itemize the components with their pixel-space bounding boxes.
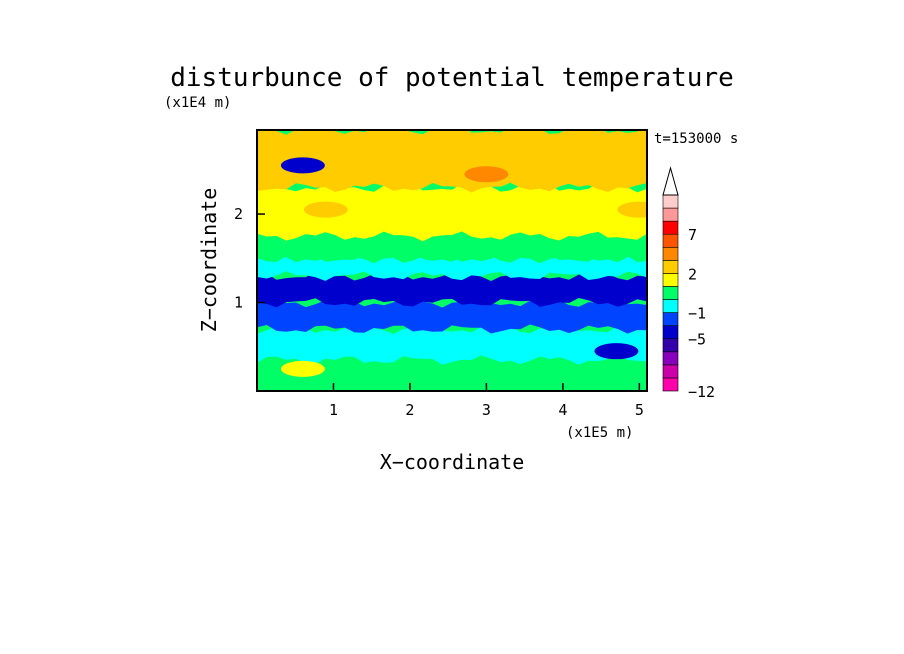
contour-feature [464, 166, 509, 183]
colorbar-label: −5 [688, 331, 706, 349]
contour-feature [594, 343, 639, 360]
x-tick-label: 2 [405, 401, 414, 419]
colorbar: −12−5−127 [662, 166, 715, 401]
y-unit-label: (x1E4 m) [164, 95, 231, 111]
colorbar-swatch [662, 260, 679, 274]
contour-band [257, 271, 647, 308]
time-label: t=153000 s [654, 131, 738, 147]
colorbar-swatch [662, 286, 679, 300]
contour-band [257, 231, 647, 264]
colorbar-swatch [662, 299, 679, 313]
y-axis-label: Z−coordinate [197, 188, 221, 333]
contour-band [257, 130, 647, 193]
contour-band [257, 253, 647, 281]
x-tick-label: 1 [329, 401, 338, 419]
colorbar-swatch [662, 194, 679, 209]
plot-area [257, 130, 647, 391]
colorbar-swatch [662, 312, 679, 326]
colorbar-swatch [662, 246, 679, 261]
colorbar-swatch [662, 351, 679, 366]
contour-band [257, 297, 647, 334]
x-tick-label: 3 [482, 401, 491, 419]
colorbar-swatch [662, 325, 679, 340]
contour-feature [280, 360, 325, 377]
y-tick-label: 2 [234, 205, 243, 223]
colorbar-swatch [662, 220, 679, 235]
colorbar-swatch [662, 207, 679, 222]
colorbar-label: 2 [688, 265, 697, 283]
colorbar-swatch [662, 233, 679, 248]
plot-frame [256, 129, 648, 392]
colorbar-label: 7 [688, 226, 697, 244]
colorbar-label: −1 [688, 305, 706, 323]
colorbar-swatch [662, 364, 679, 379]
contour-band [257, 324, 647, 365]
contour-feature [280, 157, 325, 174]
colorbar-label: −12 [688, 383, 715, 401]
contour-band [257, 355, 647, 391]
x-tick-label: 4 [558, 401, 567, 419]
contour-feature [617, 201, 647, 218]
colorbar-swatch [662, 273, 679, 287]
x-axis-label: X−coordinate [380, 450, 525, 474]
y-tick-label: 1 [234, 294, 243, 312]
x-unit-label: (x1E5 m) [566, 425, 633, 441]
chart-title: disturbunce of potential temperature [170, 63, 734, 93]
contour-band [257, 183, 647, 242]
colorbar-swatch [662, 338, 679, 353]
contour-feature [303, 201, 348, 218]
x-tick-label: 5 [635, 401, 644, 419]
colorbar-extend-arrow [662, 166, 679, 196]
colorbar-swatch [662, 377, 679, 392]
